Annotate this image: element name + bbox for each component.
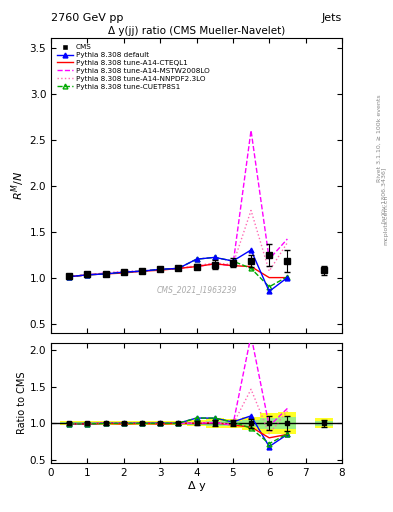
Bar (278, 412, 296, 434)
Bar (115, 422, 133, 424)
Bar (315, 418, 333, 429)
Bar (115, 421, 133, 425)
Bar (151, 422, 169, 424)
Y-axis label: Ratio to CMS: Ratio to CMS (17, 372, 27, 435)
Bar (260, 413, 278, 434)
Bar (78, 421, 97, 425)
Bar (169, 421, 187, 425)
Text: 2760 GeV pp: 2760 GeV pp (51, 13, 123, 23)
Title: Δ y(jj) ratio (CMS Mueller-Navelet): Δ y(jj) ratio (CMS Mueller-Navelet) (108, 26, 285, 36)
Bar (224, 421, 242, 426)
Bar (260, 418, 278, 429)
X-axis label: Δ y: Δ y (187, 481, 206, 491)
Text: CMS_2021_I1963239: CMS_2021_I1963239 (156, 286, 237, 294)
Bar (242, 417, 260, 430)
Bar (206, 421, 224, 426)
Y-axis label: $R^M/N$: $R^M/N$ (9, 171, 27, 200)
Bar (187, 420, 206, 426)
Bar (278, 417, 296, 429)
Text: [arXiv:1306.3436]: [arXiv:1306.3436] (381, 166, 386, 223)
Bar (315, 420, 333, 426)
Bar (97, 421, 115, 425)
Bar (242, 420, 260, 426)
Text: Jets: Jets (321, 13, 342, 23)
Text: mcplots.cern.ch: mcplots.cern.ch (384, 195, 389, 245)
Bar (60, 421, 78, 425)
Bar (78, 422, 97, 424)
Bar (224, 418, 242, 428)
Bar (151, 421, 169, 425)
Bar (133, 422, 151, 424)
Bar (60, 422, 78, 424)
Bar (133, 421, 151, 425)
Bar (97, 422, 115, 424)
Legend: CMS, Pythia 8.308 default, Pythia 8.308 tune-A14-CTEQL1, Pythia 8.308 tune-A14-M: CMS, Pythia 8.308 default, Pythia 8.308 … (55, 42, 211, 92)
Bar (169, 422, 187, 424)
Bar (206, 418, 224, 428)
Bar (187, 422, 206, 425)
Text: Rivet 3.1.10, ≥ 100k events: Rivet 3.1.10, ≥ 100k events (377, 94, 382, 182)
